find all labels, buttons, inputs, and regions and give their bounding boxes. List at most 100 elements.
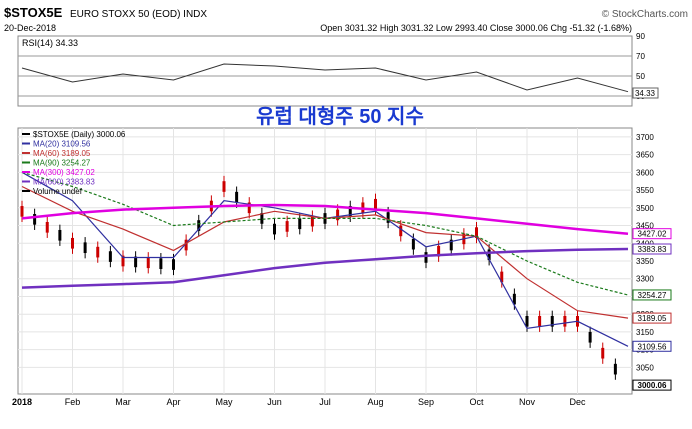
rsi-line [21,63,629,93]
symbol: $STOX5E [4,5,63,20]
candle-body [538,315,542,327]
price-tick-label: 3350 [636,257,654,266]
month-label: Feb [65,397,81,407]
month-label: Aug [367,397,383,407]
candle-body [424,252,428,263]
legend-label: MA(60) 3189.05 [33,149,91,158]
candle-body [563,315,567,327]
last-value-box [632,243,672,255]
candle-body [58,229,62,241]
month-label: Dec [569,397,586,407]
price-tick-label: 3050 [636,363,654,372]
rsi-tick-label: 90 [636,32,645,41]
candle-body [310,215,314,227]
month-label: 2018 [12,397,32,407]
ma-line [21,247,629,289]
price-tick-label: 3700 [636,133,654,142]
last-value-box [632,312,672,324]
rsi-grid [18,55,632,97]
price-panel: 3700365036003550350034503400335033003250… [12,127,672,407]
candle-body [386,212,390,223]
candle-body [399,225,403,237]
last-value-label: 3427.02 [638,230,667,239]
month-label: Oct [469,397,484,407]
watermark: © StockCharts.com [602,9,688,20]
price-tick-label: 3550 [636,186,654,195]
index-name: EURO STOXX 50 (EOD) INDX [70,9,207,20]
candle-body [260,213,264,224]
candle-body [20,206,24,217]
legend-label: Volume undef [33,187,83,196]
rsi-tick-label: 70 [636,52,645,61]
candle-body [613,363,617,375]
month-label: Apr [166,397,180,407]
overlay-title: 유럽 대형주 50 지수 [256,105,424,128]
candle-body [159,258,163,269]
candle-body [247,202,251,214]
rsi-frame [17,35,633,107]
candle-body [550,315,554,327]
candle-body [96,246,100,258]
price-tick-label: 3300 [636,275,654,284]
candle-body [601,347,605,359]
last-value-box [632,228,672,240]
candle-body [71,237,74,249]
candle-body [235,191,239,203]
last-price-box [632,379,672,391]
last-price-label: 3000.06 [638,381,667,390]
candle-body [588,331,592,343]
month-label: Jul [319,397,331,407]
last-value-box [632,340,672,352]
price-tick-label: 3600 [636,168,654,177]
candle-body [475,227,478,238]
candle-body [298,218,302,230]
legend-label: MA(20) 3109.56 [33,140,91,149]
moving-averages [21,171,629,347]
rsi-panel: 90705030 34.33 RSI(14) 34.33 [17,32,659,107]
candle-body [411,238,415,250]
legend-label: $STOX5E (Daily) 3000.06 [33,130,126,139]
candle-body [134,256,138,268]
candle-body [45,221,49,233]
price-tick-label: 3650 [636,151,654,160]
legend-label: MA(90) 3254.27 [33,159,91,168]
legend-label: MA(600) 3383.83 [33,178,95,187]
last-value-label: 3254.27 [638,291,667,300]
price-tick-label: 3450 [636,222,654,231]
month-label: Mar [115,397,131,407]
ohlc-readout: Open 3031.32 High 3031.32 Low 2993.40 Cl… [320,23,632,33]
candle-body [374,198,377,210]
candle-body [336,209,340,221]
month-label: Jun [267,397,282,407]
x-axis-labels: 2018 Feb Mar Apr May Jun Jul Aug Sep Oct Nov Dec [12,397,586,407]
price-grid [18,128,632,394]
month-label: May [215,397,233,407]
price-tick-label: 3150 [636,328,654,337]
last-value-label: 3383.83 [638,245,667,254]
last-value-labels: 3109.56 3189.05 3254.27 3427.02 3383.83 3000.… [632,228,672,391]
candle-body [512,293,516,305]
month-label: Nov [519,397,536,407]
candle-body [449,239,453,251]
candle-body [500,271,504,283]
candle-body [121,255,125,267]
candle-body [273,223,276,235]
ma-line [21,171,629,296]
legend-label: MA(300) 3427.02 [33,168,95,177]
rsi-last-value-box [632,87,659,99]
candle-body [222,181,226,192]
candle-body [487,249,491,261]
candle-body [184,239,188,251]
candle-body [285,221,289,232]
price-candles [20,175,617,380]
candle-body [172,259,175,270]
candle-body [108,251,112,262]
rsi-tick-label: 50 [636,72,645,81]
rsi-title: RSI(14) 34.33 [22,38,78,48]
last-value-box [632,289,672,301]
candle-body [437,245,441,257]
ma-line [21,203,629,235]
candle-body [348,206,352,217]
